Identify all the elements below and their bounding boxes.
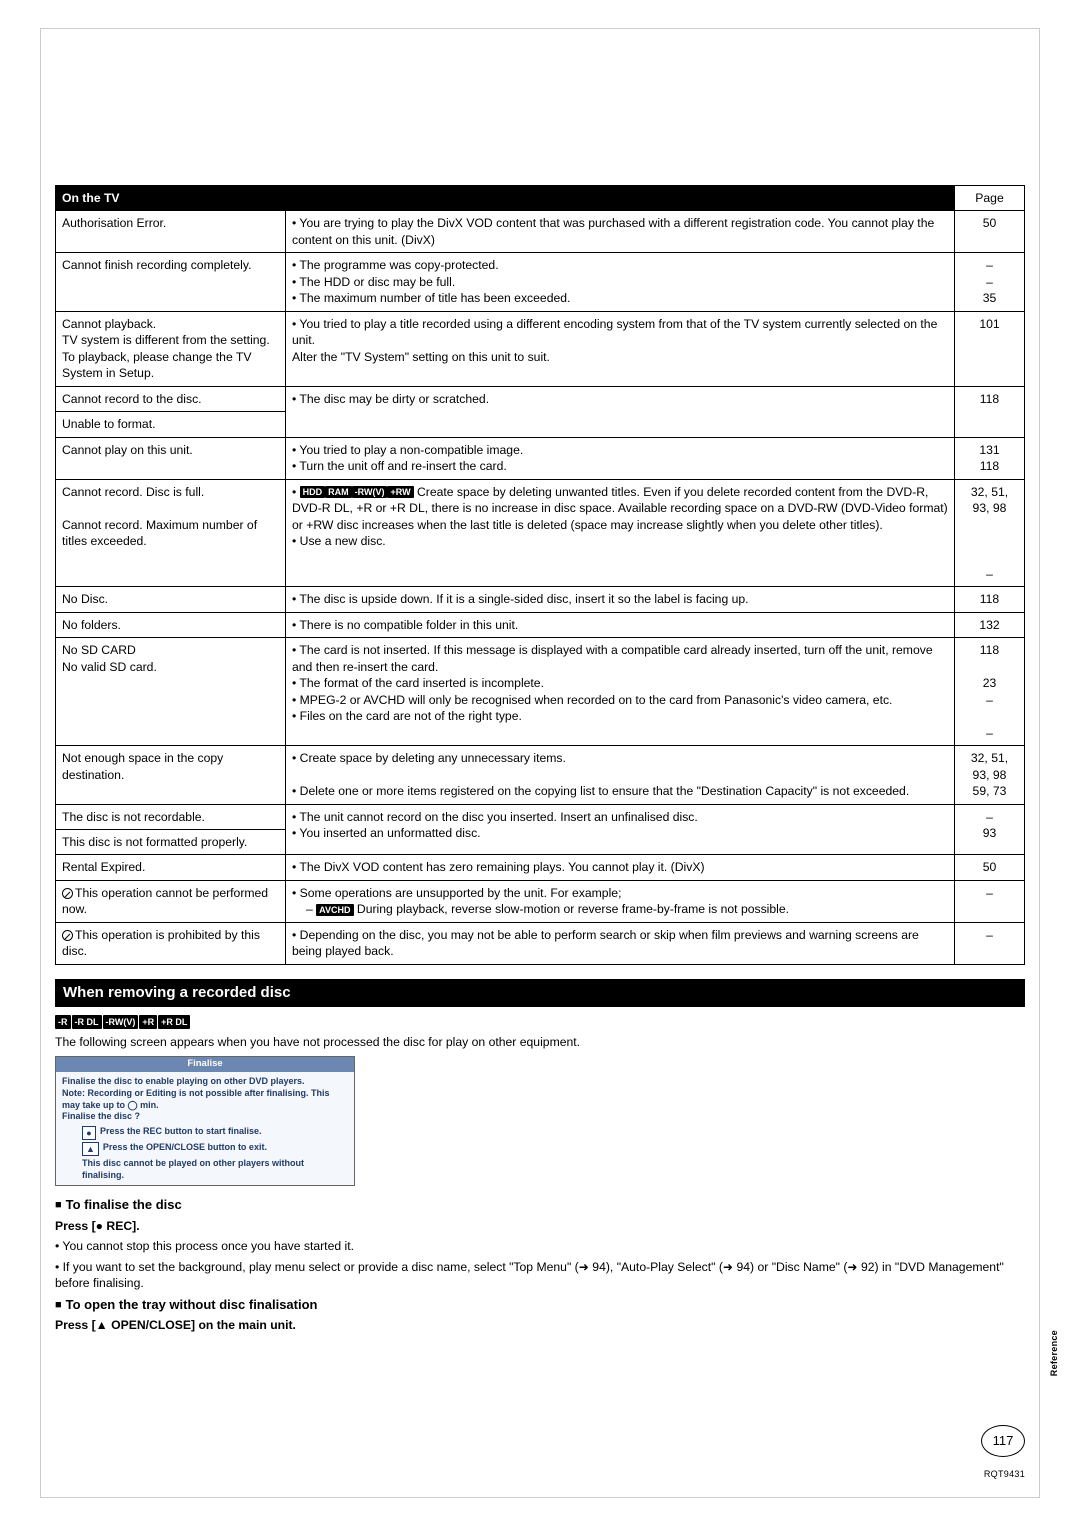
row-page: – 93 (955, 804, 1025, 855)
table-row: Cannot finish recording completely.• The… (56, 253, 1025, 311)
finalise-rec-row: ● Press the REC button to start finalise… (82, 1126, 348, 1140)
row-left: Cannot play on this unit. (56, 437, 286, 479)
row-mid: • The DivX VOD content has zero remainin… (286, 855, 955, 880)
row-left: This operation cannot be performed now. (56, 880, 286, 922)
table-row: Cannot record to the disc.• The disc may… (56, 386, 1025, 411)
row-left: This disc is not formatted properly. (56, 830, 286, 855)
disc-type-tags: -R-R DL-RW(V)+R+R DL (55, 1013, 1025, 1030)
row-page: 32, 51, 93, 98 – (955, 479, 1025, 587)
disc-tag: -R (55, 1015, 71, 1029)
row-page: 50 (955, 211, 1025, 253)
finalise-open-row: ▲ Press the OPEN/CLOSE button to exit. (82, 1142, 348, 1156)
prohibit-icon (62, 888, 73, 899)
disc-tag: +R (139, 1015, 157, 1029)
table-row: Cannot record. Disc is full. Cannot reco… (56, 479, 1025, 587)
finalise-rec-text: Press the REC button to start finalise. (100, 1126, 262, 1138)
table-row: This operation cannot be performed now.•… (56, 880, 1025, 922)
table-row: Not enough space in the copy destination… (56, 746, 1025, 804)
disc-tag: -R DL (72, 1015, 102, 1029)
disc-tag: +RW (387, 486, 413, 498)
rec-symbol: ● (82, 1126, 96, 1140)
row-mid: • Depending on the disc, you may not be … (286, 922, 955, 964)
row-left: The disc is not recordable. (56, 804, 286, 829)
row-left: Authorisation Error. (56, 211, 286, 253)
row-mid: • There is no compatible folder in this … (286, 612, 955, 637)
disc-tag: +R DL (158, 1015, 190, 1029)
row-page: – – 35 (955, 253, 1025, 311)
row-left: Unable to format. (56, 412, 286, 437)
table-row: The disc is not recordable.• The unit ca… (56, 804, 1025, 829)
row-mid: • The unit cannot record on the disc you… (286, 804, 955, 855)
row-mid: • HDDRAM-RW(V)+RW Create space by deleti… (286, 479, 955, 587)
footer-code: RQT9431 (984, 1468, 1025, 1480)
finalise-press: Press [● REC]. (55, 1218, 1025, 1234)
row-left: Not enough space in the copy destination… (56, 746, 286, 804)
table-row: Cannot playback. TV system is different … (56, 311, 1025, 386)
finalise-dialog-title: Finalise (56, 1057, 354, 1072)
disc-tag: AVCHD (316, 904, 353, 916)
disc-tag: HDD (300, 486, 326, 498)
row-left: Cannot playback. TV system is different … (56, 311, 286, 386)
row-page: 131 118 (955, 437, 1025, 479)
row-left: Rental Expired. (56, 855, 286, 880)
row-left: No SD CARD No valid SD card. (56, 638, 286, 746)
finalise-line3: Finalise the disc ? (62, 1111, 140, 1121)
disc-tag: RAM (325, 486, 352, 498)
finalise-line2: Note: Recording or Editing is not possib… (62, 1088, 330, 1110)
table-title: On the TV (56, 186, 955, 211)
row-left: Cannot finish recording completely. (56, 253, 286, 311)
row-page: 101 (955, 311, 1025, 386)
table-row: This operation is prohibited by this dis… (56, 922, 1025, 964)
row-mid: • The disc may be dirty or scratched. (286, 386, 955, 437)
open-symbol: ▲ (82, 1142, 99, 1156)
open-press: Press [▲ OPEN/CLOSE] on the main unit. (55, 1317, 1025, 1333)
row-left: Cannot record. Disc is full. Cannot reco… (56, 479, 286, 587)
row-page: 118 (955, 386, 1025, 437)
disc-tag: -RW(V) (352, 486, 388, 498)
section-title: When removing a recorded disc (55, 979, 1025, 1007)
row-page: 50 (955, 855, 1025, 880)
tv-messages-table: On the TV Page Authorisation Error.• You… (55, 185, 1025, 965)
table-row: No SD CARD No valid SD card.• The card i… (56, 638, 1025, 746)
finalise-bullet1: • You cannot stop this process once you … (55, 1238, 1025, 1254)
table-row: No folders.• There is no compatible fold… (56, 612, 1025, 637)
row-page: – (955, 922, 1025, 964)
finalise-dialog: Finalise Finalise the disc to enable pla… (55, 1056, 355, 1186)
row-left: Cannot record to the disc. (56, 386, 286, 411)
finalise-foot: This disc cannot be played on other play… (82, 1158, 304, 1180)
table-header-row: On the TV Page (56, 186, 1025, 211)
row-left: This operation is prohibited by this dis… (56, 922, 286, 964)
page-number: 117 (981, 1425, 1025, 1457)
row-left: No Disc. (56, 587, 286, 612)
disc-tag: -RW(V) (103, 1015, 139, 1029)
row-mid: • The disc is upside down. If it is a si… (286, 587, 955, 612)
finalise-heading: ■To finalise the disc (55, 1196, 1025, 1214)
page-col-header: Page (955, 186, 1025, 211)
row-mid: • You tried to play a non-compatible ima… (286, 437, 955, 479)
table-row: Authorisation Error.• You are trying to … (56, 211, 1025, 253)
row-page: 32, 51, 93, 98 59, 73 (955, 746, 1025, 804)
finalise-open-text: Press the OPEN/CLOSE button to exit. (103, 1142, 267, 1154)
row-left: No folders. (56, 612, 286, 637)
table-row: Rental Expired.• The DivX VOD content ha… (56, 855, 1025, 880)
table-row: Cannot play on this unit.• You tried to … (56, 437, 1025, 479)
finalise-line1: Finalise the disc to enable playing on o… (62, 1076, 305, 1086)
row-page: 132 (955, 612, 1025, 637)
prohibit-icon (62, 930, 73, 941)
row-page: – (955, 880, 1025, 922)
section-intro: The following screen appears when you ha… (55, 1034, 1025, 1050)
row-page: 118 23 – – (955, 638, 1025, 746)
row-mid: • You are trying to play the DivX VOD co… (286, 211, 955, 253)
row-page: 118 (955, 587, 1025, 612)
finalise-bullet2: • If you want to set the background, pla… (55, 1259, 1025, 1292)
table-row: No Disc.• The disc is upside down. If it… (56, 587, 1025, 612)
row-mid: • The card is not inserted. If this mess… (286, 638, 955, 746)
row-mid: • Create space by deleting any unnecessa… (286, 746, 955, 804)
row-mid: • The programme was copy-protected. • Th… (286, 253, 955, 311)
open-tray-heading: ■To open the tray without disc finalisat… (55, 1296, 1025, 1314)
row-mid: • You tried to play a title recorded usi… (286, 311, 955, 386)
side-reference-label: Reference (1048, 1330, 1060, 1376)
row-mid: • Some operations are unsupported by the… (286, 880, 955, 922)
